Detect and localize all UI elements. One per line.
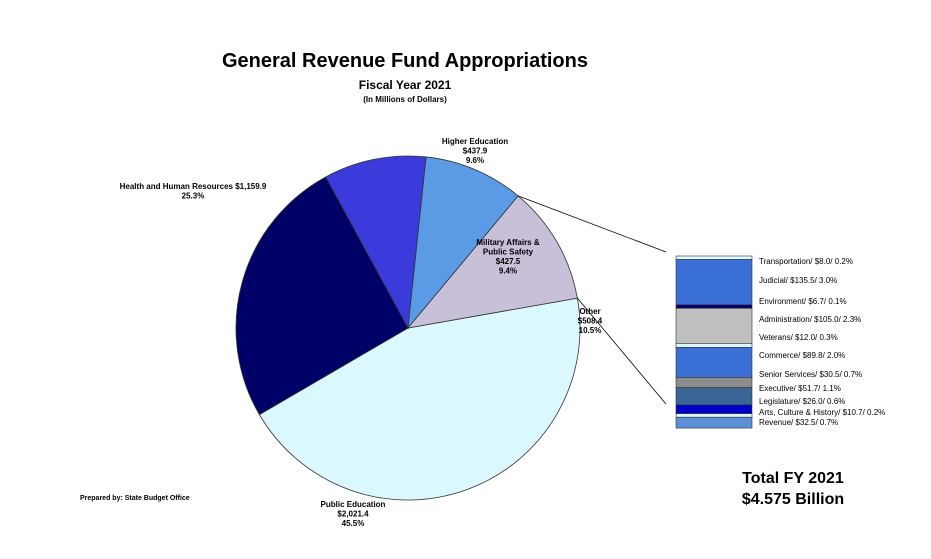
other-breakdown-segment <box>675 387 753 406</box>
slice-label: Military Affairs & Public Safety $427.5 9.4… <box>476 238 539 276</box>
slice-label-line: $2,021.4 <box>337 510 369 519</box>
other-breakdown-label: Executive/ $51.7/ 1.1% <box>759 384 841 393</box>
pie-slice <box>258 297 581 501</box>
total-label: Total FY 2021 $4.575 Billion <box>718 468 868 510</box>
slice-label-line: $508.4 <box>578 317 603 326</box>
other-breakdown-label: Commerce/ $89.8/ 2.0% <box>759 351 845 360</box>
slice-label-line: 9.4% <box>499 267 517 276</box>
chart-units-note: (In Millions of Dollars) <box>363 95 447 104</box>
slice-label-line: Military Affairs & <box>476 238 539 247</box>
pie-slice <box>325 155 427 330</box>
slice-label: Higher Education $437.9 9.6% <box>442 137 508 165</box>
slice-label-line: 45.5% <box>342 519 365 528</box>
slice-label-line: $427.5 <box>496 257 521 266</box>
total-line-2: $4.575 Billion <box>741 491 845 508</box>
other-breakdown-label: Arts, Culture & History/ $10.7/ 0.2% <box>759 408 885 417</box>
other-breakdown-label: Legislature/ $26.0/ 0.6% <box>759 397 845 406</box>
pie-slice <box>407 156 519 330</box>
total-line-1: Total FY 2021 <box>742 470 844 487</box>
other-breakdown-segment <box>675 413 753 418</box>
slice-label-line: Higher Education <box>442 137 508 146</box>
slice-label-line: Public Safety <box>483 248 534 257</box>
connector-line <box>517 195 667 253</box>
other-breakdown-segment <box>675 416 753 429</box>
pie-slice <box>235 176 409 416</box>
other-breakdown-segment <box>675 404 753 414</box>
other-breakdown-segment <box>675 343 753 348</box>
slice-label-line: 9.6% <box>466 156 484 165</box>
other-breakdown-label: Administration/ $105.0/ 2.3% <box>759 315 861 324</box>
slice-label: Other $508.4 10.5% <box>578 307 603 335</box>
other-breakdown-segment <box>675 255 753 260</box>
other-breakdown-segment <box>675 304 753 309</box>
other-breakdown-label: Judicial/ $135.5/ 3.0% <box>759 276 837 285</box>
slice-label-line: Public Education <box>321 500 386 509</box>
other-breakdown-segment <box>675 347 753 378</box>
slice-label-line: Health and Human Resources $1,159.9 <box>120 182 267 191</box>
pie-slice <box>406 195 578 329</box>
prepared-by-note: Prepared by: State Budget Office <box>80 495 190 502</box>
chart-title: General Revenue Fund Appropriations <box>222 50 588 72</box>
other-breakdown-label: Senior Services/ $30.5/ 0.7% <box>759 370 862 379</box>
slice-label-line: Other <box>579 307 600 316</box>
other-breakdown-segment <box>675 259 753 306</box>
other-breakdown-label: Environment/ $6.7/ 0.1% <box>759 297 847 306</box>
other-breakdown-segment <box>675 308 753 344</box>
other-breakdown-label: Transportation/ $8.0/ 0.2% <box>759 257 853 266</box>
slice-label-line: 25.3% <box>182 192 205 201</box>
chart-subtitle: Fiscal Year 2021 <box>358 78 452 92</box>
connector-line <box>577 297 667 405</box>
slice-label-line: $437.9 <box>463 147 488 156</box>
other-breakdown-segment <box>675 377 753 388</box>
slice-label: Public Education $2,021.4 45.5% <box>321 500 386 528</box>
other-breakdown-label: Veterans/ $12.0/ 0.3% <box>759 333 838 342</box>
slice-label: Health and Human Resources $1,159.9 25.3% <box>120 182 267 201</box>
slice-label-line: 10.5% <box>579 326 602 335</box>
other-breakdown-label: Revenue/ $32.5/ 0.7% <box>759 418 838 427</box>
